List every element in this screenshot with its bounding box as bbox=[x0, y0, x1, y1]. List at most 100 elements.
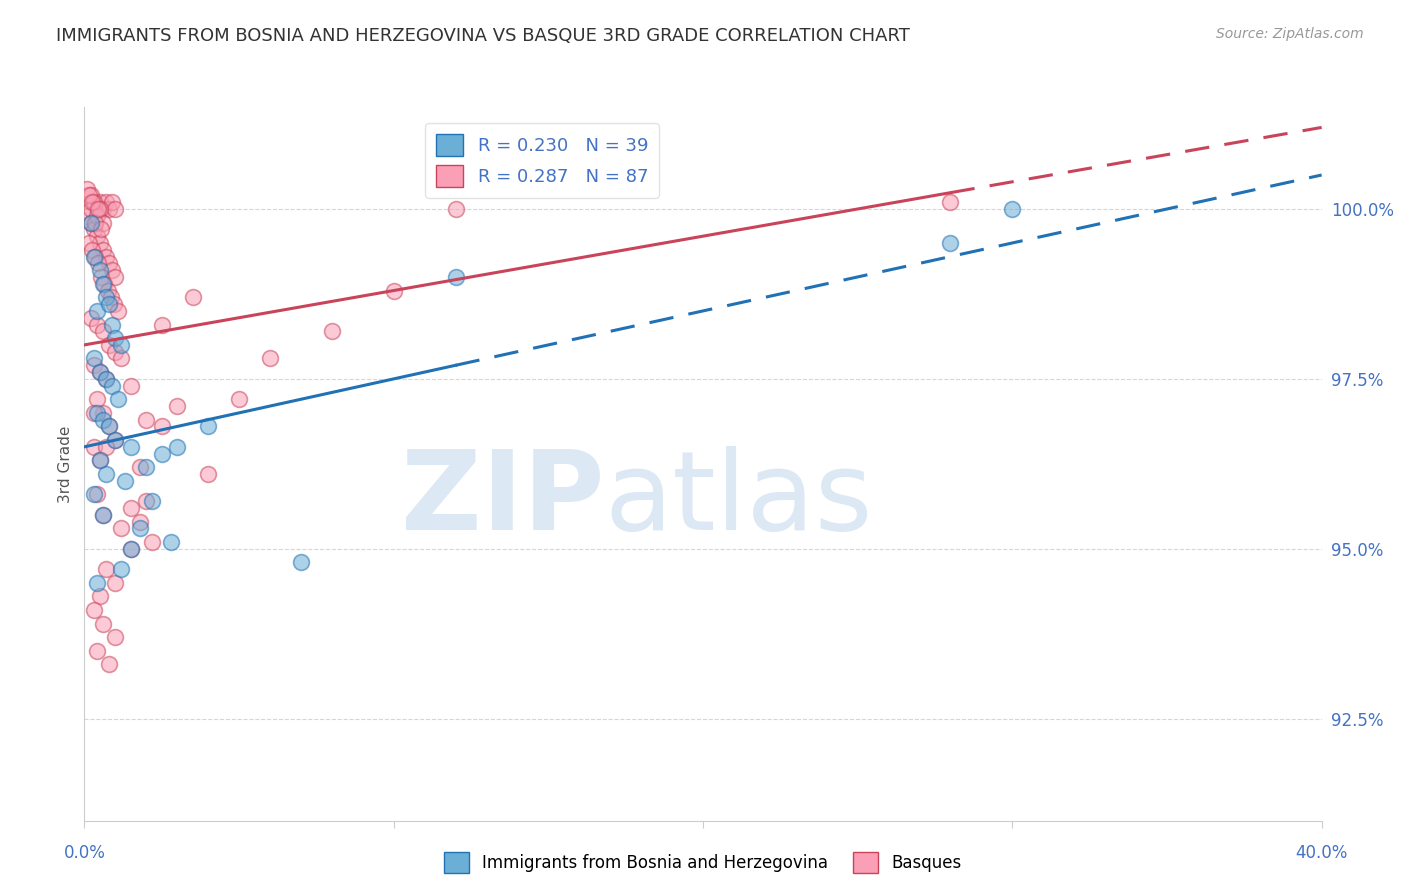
Point bbox=[82, 243, 104, 257]
Point bbox=[86, 392, 108, 407]
Point bbox=[101, 318, 124, 332]
Point bbox=[129, 521, 152, 535]
Point bbox=[91, 324, 114, 338]
Point bbox=[290, 555, 312, 569]
Point bbox=[160, 535, 183, 549]
Point bbox=[86, 304, 108, 318]
Point bbox=[94, 195, 117, 210]
Point bbox=[90, 269, 112, 284]
Point bbox=[104, 433, 127, 447]
Point bbox=[150, 419, 173, 434]
Point bbox=[91, 412, 114, 426]
Point bbox=[86, 229, 108, 244]
Point bbox=[89, 453, 111, 467]
Point bbox=[101, 195, 124, 210]
Point bbox=[91, 508, 114, 522]
Point bbox=[79, 202, 101, 216]
Legend: Immigrants from Bosnia and Herzegovina, Basques: Immigrants from Bosnia and Herzegovina, … bbox=[437, 846, 969, 880]
Point bbox=[110, 562, 132, 576]
Point bbox=[91, 406, 114, 420]
Point bbox=[104, 269, 127, 284]
Point bbox=[79, 216, 101, 230]
Point bbox=[100, 290, 122, 304]
Point bbox=[135, 460, 157, 475]
Point bbox=[86, 575, 108, 590]
Point bbox=[91, 216, 114, 230]
Point bbox=[166, 399, 188, 413]
Point bbox=[83, 487, 105, 501]
Point bbox=[79, 310, 101, 325]
Point bbox=[104, 331, 127, 345]
Point bbox=[86, 487, 108, 501]
Point bbox=[382, 284, 405, 298]
Point bbox=[120, 378, 142, 392]
Point bbox=[83, 603, 105, 617]
Point bbox=[110, 521, 132, 535]
Point bbox=[87, 256, 110, 270]
Point bbox=[98, 657, 121, 672]
Point bbox=[86, 318, 108, 332]
Point bbox=[98, 419, 121, 434]
Point bbox=[79, 188, 101, 202]
Text: Source: ZipAtlas.com: Source: ZipAtlas.com bbox=[1216, 27, 1364, 41]
Point bbox=[98, 256, 121, 270]
Point bbox=[1001, 202, 1024, 216]
Point bbox=[120, 440, 142, 454]
Point bbox=[197, 419, 219, 434]
Point bbox=[104, 344, 127, 359]
Point bbox=[96, 284, 118, 298]
Point bbox=[91, 277, 114, 291]
Point bbox=[107, 392, 129, 407]
Point bbox=[89, 202, 111, 216]
Legend: R = 0.230   N = 39, R = 0.287   N = 87: R = 0.230 N = 39, R = 0.287 N = 87 bbox=[425, 123, 659, 198]
Point bbox=[83, 440, 105, 454]
Point bbox=[94, 290, 117, 304]
Point bbox=[120, 501, 142, 516]
Point bbox=[98, 338, 121, 352]
Point bbox=[141, 535, 163, 549]
Y-axis label: 3rd Grade: 3rd Grade bbox=[58, 425, 73, 502]
Point bbox=[89, 195, 111, 210]
Point bbox=[83, 406, 105, 420]
Text: ZIP: ZIP bbox=[401, 446, 605, 553]
Point bbox=[259, 351, 281, 366]
Point bbox=[166, 440, 188, 454]
Point bbox=[129, 460, 152, 475]
Point bbox=[939, 195, 962, 210]
Point bbox=[104, 630, 127, 644]
Point bbox=[91, 616, 114, 631]
Point bbox=[89, 590, 111, 604]
Point bbox=[94, 467, 117, 481]
Point bbox=[82, 195, 104, 210]
Text: atlas: atlas bbox=[605, 446, 873, 553]
Point bbox=[98, 419, 121, 434]
Point bbox=[110, 338, 132, 352]
Point bbox=[94, 372, 117, 386]
Point bbox=[150, 318, 173, 332]
Point bbox=[76, 209, 98, 223]
Point bbox=[89, 263, 111, 277]
Point bbox=[107, 304, 129, 318]
Point bbox=[89, 453, 111, 467]
Point bbox=[135, 412, 157, 426]
Point bbox=[114, 474, 136, 488]
Point bbox=[94, 562, 117, 576]
Point bbox=[110, 351, 132, 366]
Point bbox=[197, 467, 219, 481]
Point bbox=[83, 195, 105, 210]
Point bbox=[86, 202, 108, 216]
Point bbox=[141, 494, 163, 508]
Point bbox=[101, 263, 124, 277]
Point bbox=[83, 195, 105, 210]
Text: 0.0%: 0.0% bbox=[63, 845, 105, 863]
Text: 40.0%: 40.0% bbox=[1295, 845, 1348, 863]
Point bbox=[104, 202, 127, 216]
Point bbox=[83, 359, 105, 373]
Point bbox=[84, 250, 107, 264]
Point bbox=[91, 508, 114, 522]
Point bbox=[91, 202, 114, 216]
Point bbox=[98, 202, 121, 216]
Point bbox=[181, 290, 204, 304]
Point bbox=[228, 392, 250, 407]
Point bbox=[135, 494, 157, 508]
